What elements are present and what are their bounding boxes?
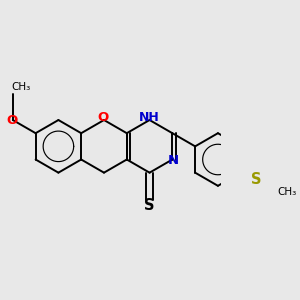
Text: O: O	[97, 111, 108, 124]
Text: CH₃: CH₃	[11, 82, 31, 92]
Text: N: N	[167, 154, 178, 167]
Text: O: O	[7, 113, 18, 127]
Text: S: S	[144, 198, 155, 213]
Text: CH₃: CH₃	[277, 188, 296, 197]
Text: S: S	[251, 172, 262, 187]
Text: NH: NH	[139, 111, 159, 124]
